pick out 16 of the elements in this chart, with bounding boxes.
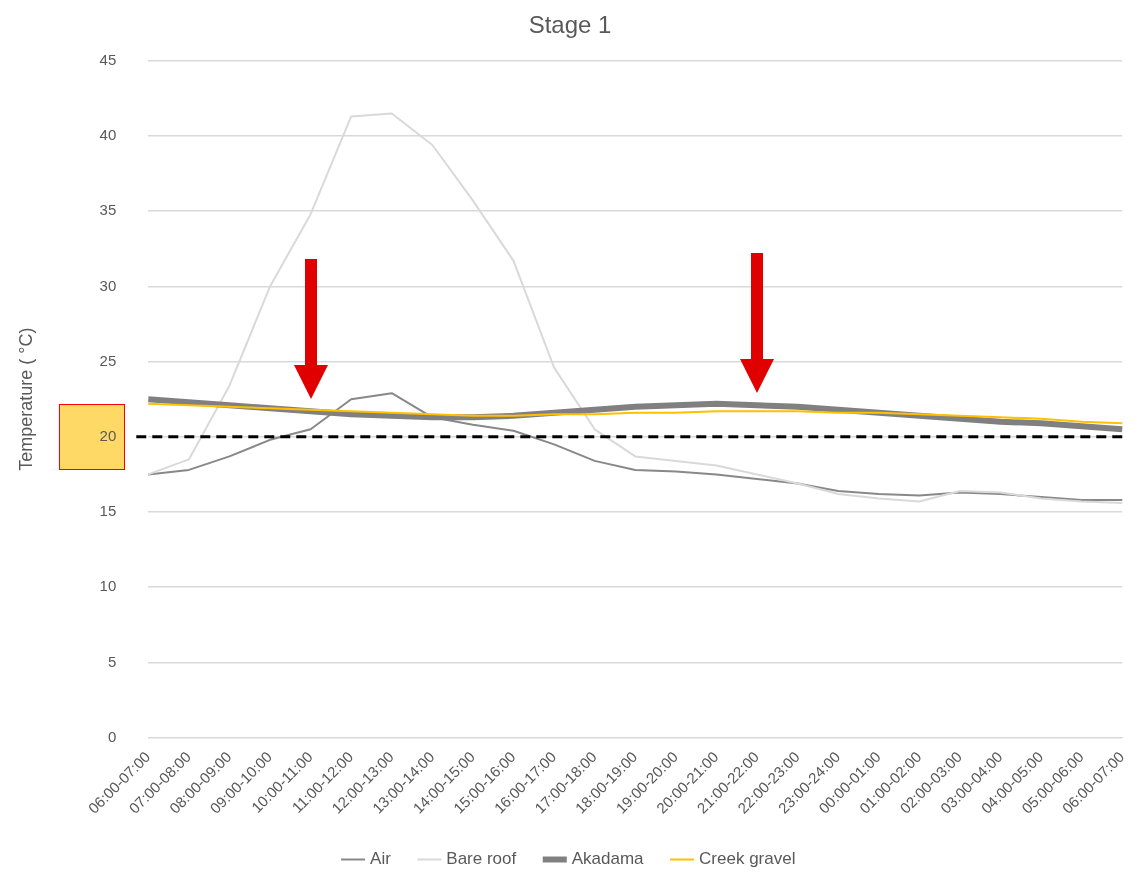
y-tick-label: 45	[99, 50, 117, 68]
legend-label: Akadama	[571, 849, 645, 869]
y-tick-label: 35	[99, 201, 117, 219]
y-tick-label: 25	[99, 351, 117, 369]
legend-label: Creek gravel	[699, 849, 796, 869]
y-tick-label: 5	[107, 652, 117, 670]
y-tick-label: 20	[99, 426, 117, 444]
legend-label: Air	[370, 849, 392, 869]
y-axis-title: Temperature ( °C)	[15, 327, 36, 471]
y-tick-label: 10	[99, 577, 117, 595]
y-tick-label: 0	[107, 727, 117, 745]
y-tick-label: 40	[99, 126, 117, 144]
y-tick-label: 15	[99, 502, 117, 520]
legend-label: Bare roof	[446, 849, 517, 869]
chart-title: Stage 1	[528, 11, 612, 39]
y-tick-label: 30	[99, 276, 117, 294]
